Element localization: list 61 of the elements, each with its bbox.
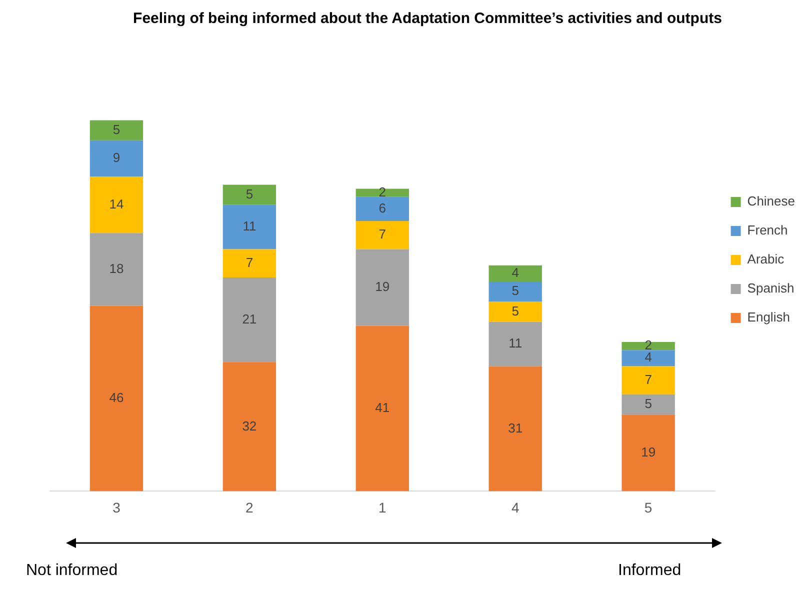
bar bbox=[488, 366, 542, 492]
data-label: 6 bbox=[378, 200, 386, 216]
data-label: 5 bbox=[644, 396, 652, 412]
legend-label: English bbox=[747, 310, 790, 325]
data-label: 14 bbox=[109, 196, 124, 212]
data-label: 5 bbox=[246, 186, 254, 202]
bar bbox=[488, 302, 542, 322]
bar bbox=[356, 249, 409, 326]
data-label: 5 bbox=[112, 122, 120, 137]
bar bbox=[222, 249, 276, 278]
bar bbox=[356, 326, 409, 492]
bar bbox=[356, 196, 409, 222]
data-label: 11 bbox=[508, 336, 522, 351]
data-label: 31 bbox=[508, 420, 523, 436]
bar bbox=[222, 184, 276, 205]
data-label: 11 bbox=[242, 218, 256, 234]
legend-label: Chinese bbox=[747, 194, 796, 209]
data-label: 2 bbox=[378, 184, 386, 200]
bar bbox=[90, 176, 144, 234]
bar bbox=[90, 306, 144, 492]
data-label: 41 bbox=[375, 400, 390, 416]
bar bbox=[222, 278, 276, 362]
data-label: 46 bbox=[109, 390, 124, 406]
data-label: 4 bbox=[512, 265, 519, 280]
bar bbox=[622, 394, 675, 415]
bar bbox=[622, 342, 675, 350]
bar bbox=[622, 414, 675, 492]
text: Informed bbox=[618, 562, 682, 580]
data-label: 7 bbox=[644, 372, 652, 387]
data-label: 19 bbox=[375, 279, 390, 294]
legend-label: Spanish bbox=[747, 280, 794, 296]
legend-label: Arabic bbox=[747, 252, 785, 267]
chart-title: Feeling of being informed about the Adaptation Committee’s activities and outputs bbox=[133, 10, 722, 28]
x-tick-label: 2 bbox=[246, 499, 254, 516]
bar bbox=[222, 204, 276, 250]
data-label: 19 bbox=[641, 444, 656, 460]
data-label: 5 bbox=[512, 303, 519, 318]
x-tick-label: 5 bbox=[644, 499, 652, 516]
bar bbox=[90, 140, 144, 177]
bar bbox=[90, 233, 144, 306]
legend-label: French bbox=[747, 222, 788, 238]
bar bbox=[488, 322, 542, 366]
x-tick-label: 1 bbox=[378, 499, 387, 516]
bar bbox=[90, 120, 144, 140]
data-label: 5 bbox=[512, 283, 519, 298]
x-tick-label: 3 bbox=[112, 499, 121, 516]
bar bbox=[488, 282, 542, 302]
bar bbox=[622, 350, 675, 366]
bar bbox=[622, 366, 675, 394]
text: Not informed bbox=[26, 562, 118, 580]
data-label: 21 bbox=[242, 311, 257, 326]
data-label: 9 bbox=[112, 150, 120, 166]
bar bbox=[222, 362, 276, 492]
bar bbox=[488, 265, 542, 282]
data-label: 32 bbox=[242, 418, 257, 434]
data-label: 7 bbox=[246, 254, 254, 270]
bar bbox=[356, 221, 409, 250]
bar bbox=[356, 188, 409, 197]
data-label: 18 bbox=[109, 261, 124, 276]
x-tick-label: 4 bbox=[511, 499, 520, 516]
data-label: 7 bbox=[378, 226, 386, 242]
